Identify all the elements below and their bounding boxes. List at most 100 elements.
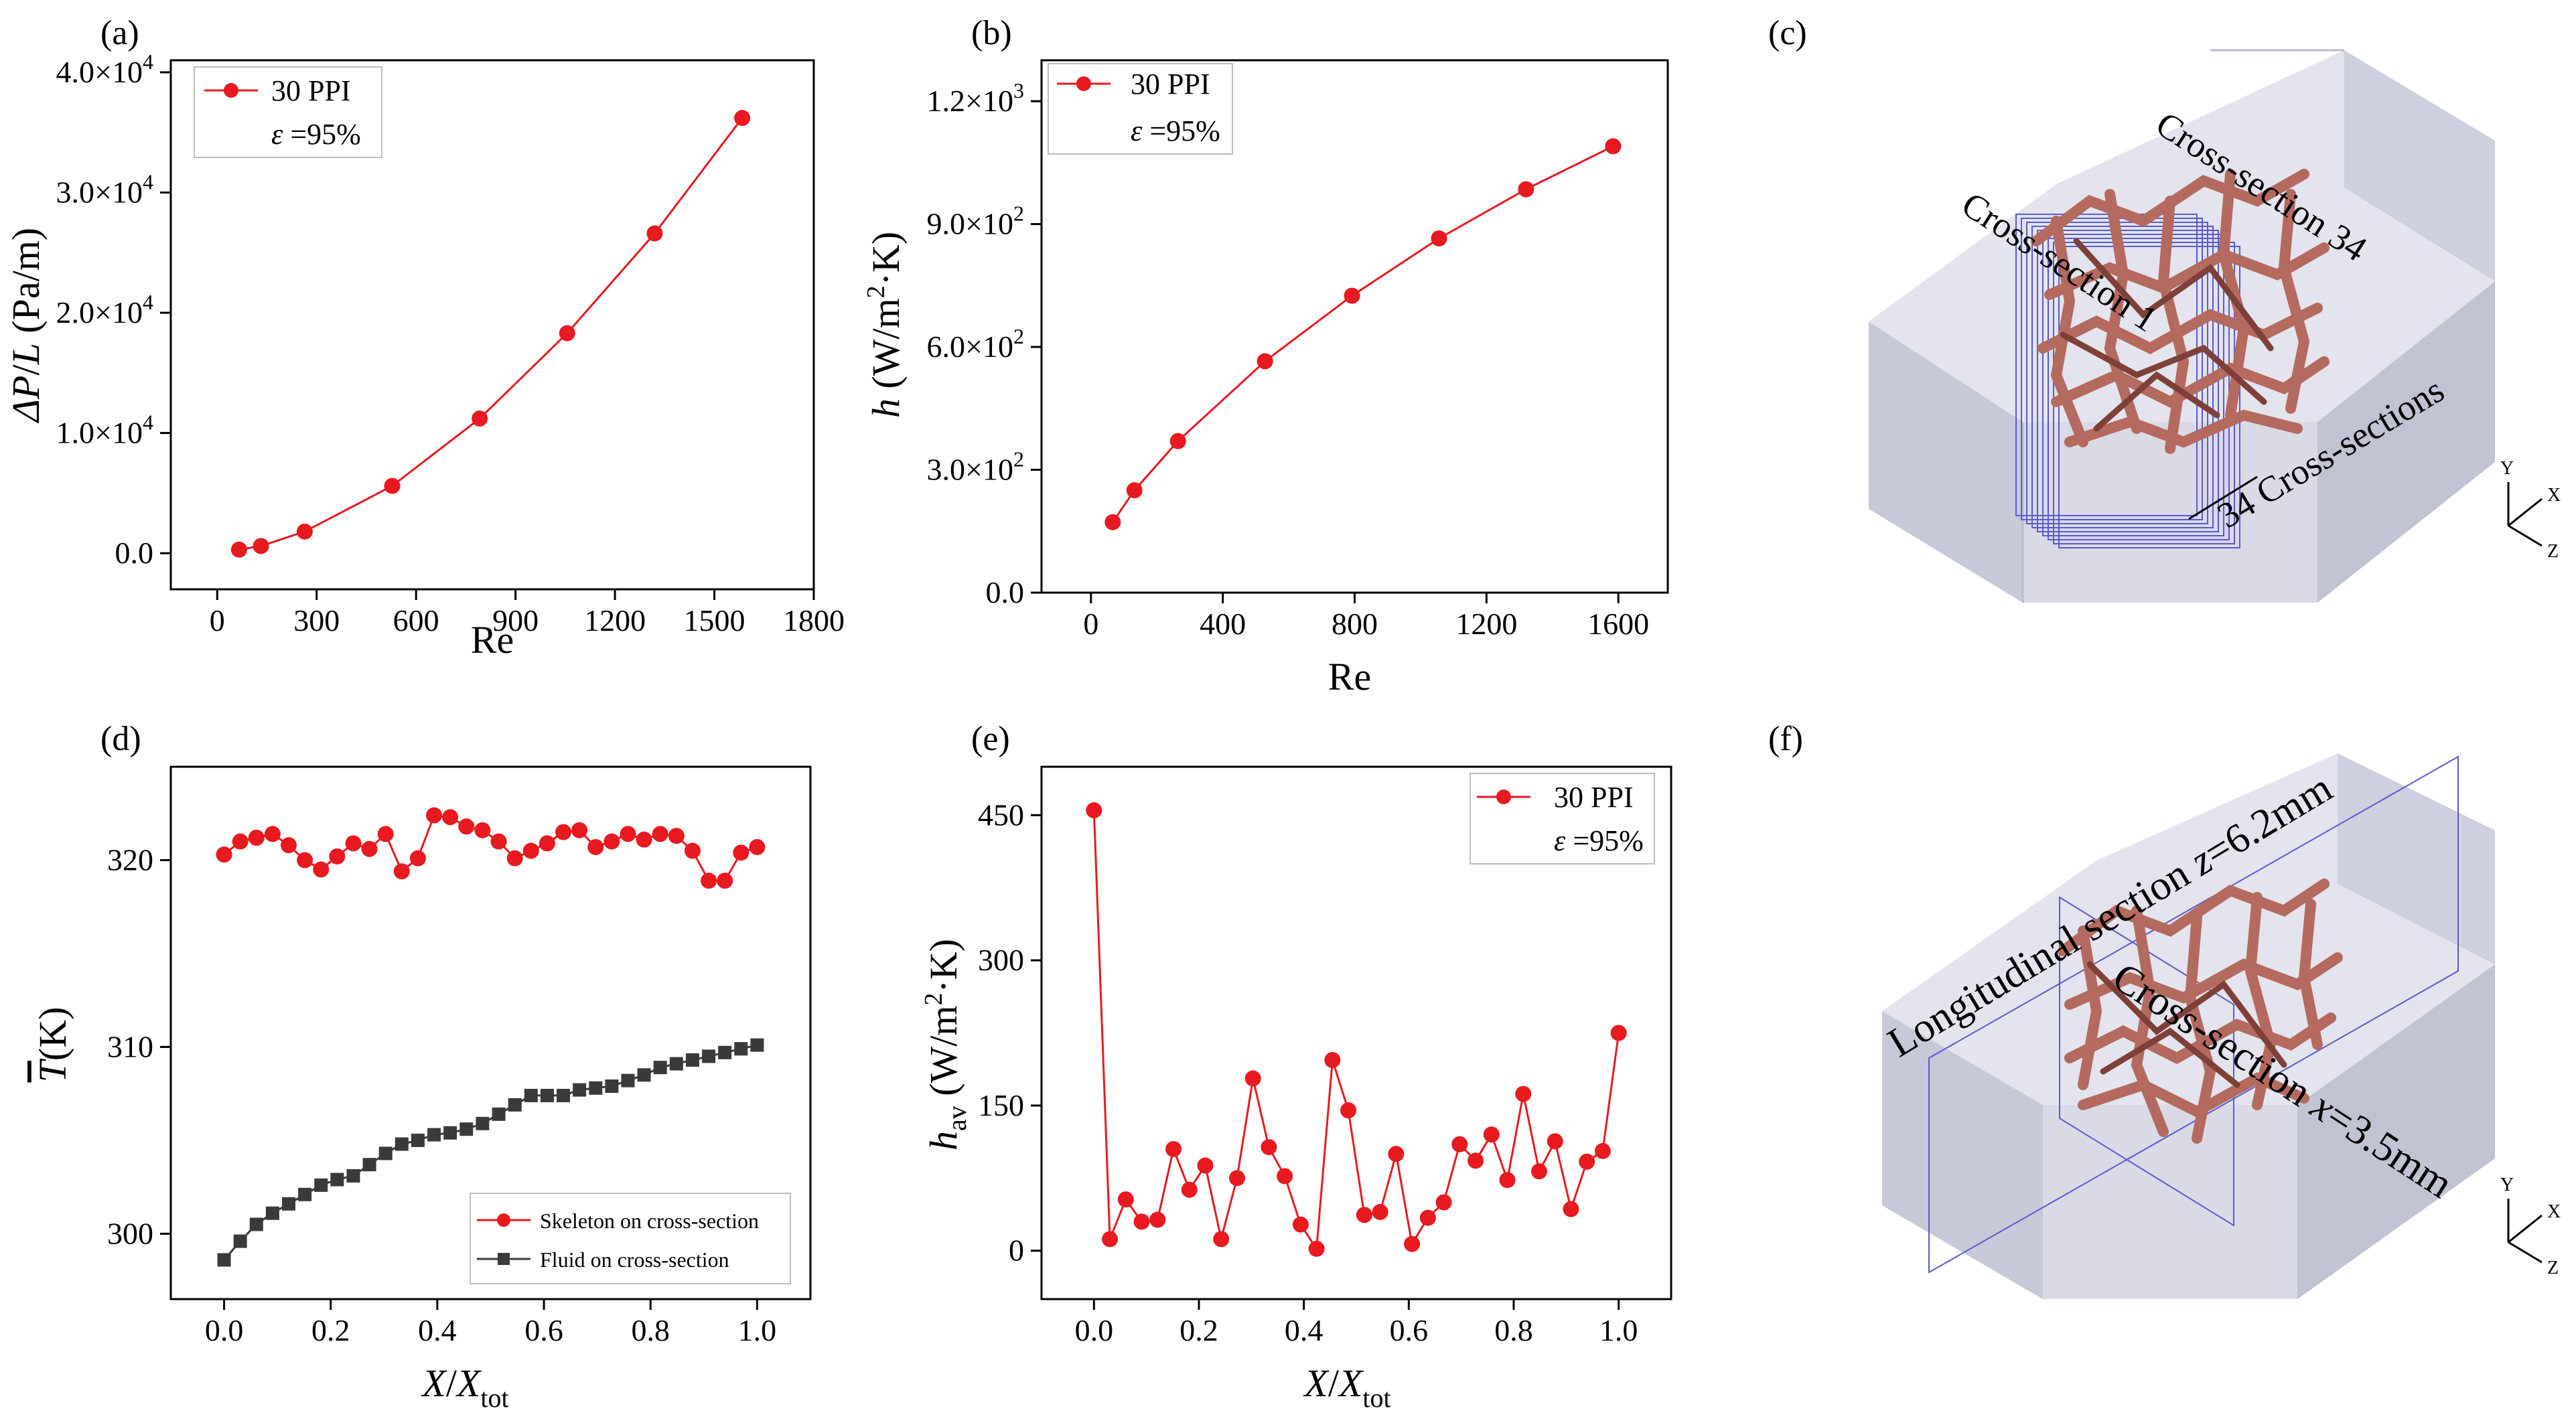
point-d-0-28 [668,828,685,844]
point-d-1-22 [573,1083,587,1097]
point-a-0-0 [230,541,247,558]
point-e-0-14 [1308,1240,1325,1257]
ylabel-e-part0: h [922,1131,965,1150]
x-tick-label-e-1: 0.2 [1179,1313,1218,1347]
point-e-0-30 [1563,1201,1579,1217]
render-c: (c) Cross-section 34 Cross-sectio [1768,14,2561,603]
box-top-face-c [1869,50,2495,422]
triad-label-x-f: X [2547,1201,2561,1222]
box-inner-face-c [2344,50,2495,281]
triad-z-f [2508,1241,2543,1264]
point-e-0-7 [1197,1157,1214,1174]
xlabel-d-part2: X [455,1361,482,1405]
plane-c-1 [2015,214,2198,516]
series-group-d [216,807,766,1267]
point-d-0-26 [636,831,652,848]
x-tick-label-e-3: 0.6 [1390,1313,1429,1347]
ylabel-b-part1: (W/m [864,298,908,398]
triad-x-c [2508,498,2543,527]
point-d-0-6 [313,861,330,878]
point-d-1-0 [217,1253,231,1267]
chart-b: (b) 0 400 800 1200 1600 0.0 3.0×102 6.0×102 9.0… [862,14,1669,698]
ylabel-a-part1: / [4,364,48,376]
dimension-line-c [2188,475,2258,520]
x-tick-label-a-0: 0 [210,603,225,638]
y-tick-label-a-4: 4.0×104 [56,50,153,89]
panel-label-a: (a) [100,14,139,52]
ylabel-d-part0: T [31,1058,74,1082]
point-b-0-6 [1518,181,1534,198]
point-e-0-19 [1388,1146,1405,1163]
point-b-0-4 [1344,287,1360,304]
box-inner-face-f [2338,753,2495,964]
y-axis-label-b: h (W/m2·K) [862,232,908,418]
box-front-face-f [2043,1105,2297,1299]
point-d-1-3 [265,1206,279,1220]
panel-label-d: (d) [100,720,141,758]
chart-a: (a) 0 300 600 900 1200 1500 1800 0.0 1.0×104 2.0… [4,14,845,662]
y-tick-label-d-2: 320 [107,842,153,877]
point-d-0-25 [620,826,636,842]
legend-text-b: 30 PPI [1131,68,1210,100]
x-tick-label-a-5: 1500 [684,603,745,638]
point-d-0-27 [652,826,668,842]
plane-c-6 [2042,234,2224,536]
legend-text-d1: Skeleton on cross-section [540,1209,759,1233]
point-e-0-2 [1117,1191,1134,1208]
point-d-1-16 [476,1116,490,1130]
legend-marker-a [224,83,238,98]
triad-label-z-c: Z [2547,541,2559,562]
point-e-0-31 [1579,1153,1595,1170]
y-tick-label-a-3: 3.0×104 [56,170,153,210]
panel-label-c: (c) [1768,14,1807,52]
x-tick-label-a-1: 300 [293,603,340,638]
x-ticks-d: 0.0 0.2 0.4 0.6 0.8 1.0 [205,1299,776,1347]
point-d-1-27 [653,1061,667,1075]
xlabel-e-part2: X [1338,1361,1364,1405]
ylabel-b-part0: h [864,398,908,418]
y-tick-label-b-2: 6.0×102 [927,324,1024,364]
plot-frame-e [1040,765,1672,1300]
legend-note-a-val: =95% [283,118,360,151]
point-d-0-13 [426,807,443,824]
point-d-1-18 [508,1098,522,1112]
x-tick-label-e-5: 1.0 [1599,1313,1638,1347]
point-e-0-6 [1181,1181,1198,1198]
x-tick-label-a-2: 600 [393,603,439,638]
point-d-1-15 [459,1122,474,1136]
point-a-0-2 [296,523,313,540]
point-d-0-18 [506,850,523,867]
ylabel-a-part2: L [4,343,48,365]
point-a-0-7 [734,110,751,127]
xlabel-e-part3: tot [1362,1383,1390,1413]
point-d-0-31 [717,873,733,889]
y-tick-label-e-0: 0 [1009,1233,1024,1268]
x-axis-label-a: Re [471,618,514,662]
y-tick-label-a-1: 1.0×104 [56,410,153,450]
panel-label-f: (f) [1768,720,1803,758]
point-d-1-10 [378,1146,392,1160]
point-b-0-5 [1431,230,1447,247]
point-d-1-2 [249,1217,263,1231]
legend-box-a [194,66,382,158]
point-e-0-11 [1261,1139,1277,1156]
x-tick-label-b-1: 400 [1200,607,1246,641]
triad-label-x-c: X [2547,485,2561,506]
point-e-0-32 [1594,1142,1611,1159]
y-tick-label-d-0: 300 [107,1216,153,1250]
point-d-0-21 [555,824,572,840]
plot-frame-a [169,59,815,591]
point-d-1-1 [233,1234,247,1248]
x-tick-label-d-0: 0.0 [205,1313,244,1347]
x-axis-label-e: X/Xtot [1303,1361,1390,1413]
point-b-0-1 [1126,482,1143,499]
ylabel-e-part2: (W/m [922,1005,965,1106]
point-e-0-1 [1102,1231,1119,1248]
box-right-face-c [2317,281,2495,603]
point-e-0-4 [1149,1211,1166,1228]
point-d-0-8 [345,835,362,852]
y-tick-label-b-4: 1.2×103 [927,78,1024,118]
longitudinal-plane-f [1928,755,2459,1274]
point-e-0-28 [1530,1163,1547,1180]
